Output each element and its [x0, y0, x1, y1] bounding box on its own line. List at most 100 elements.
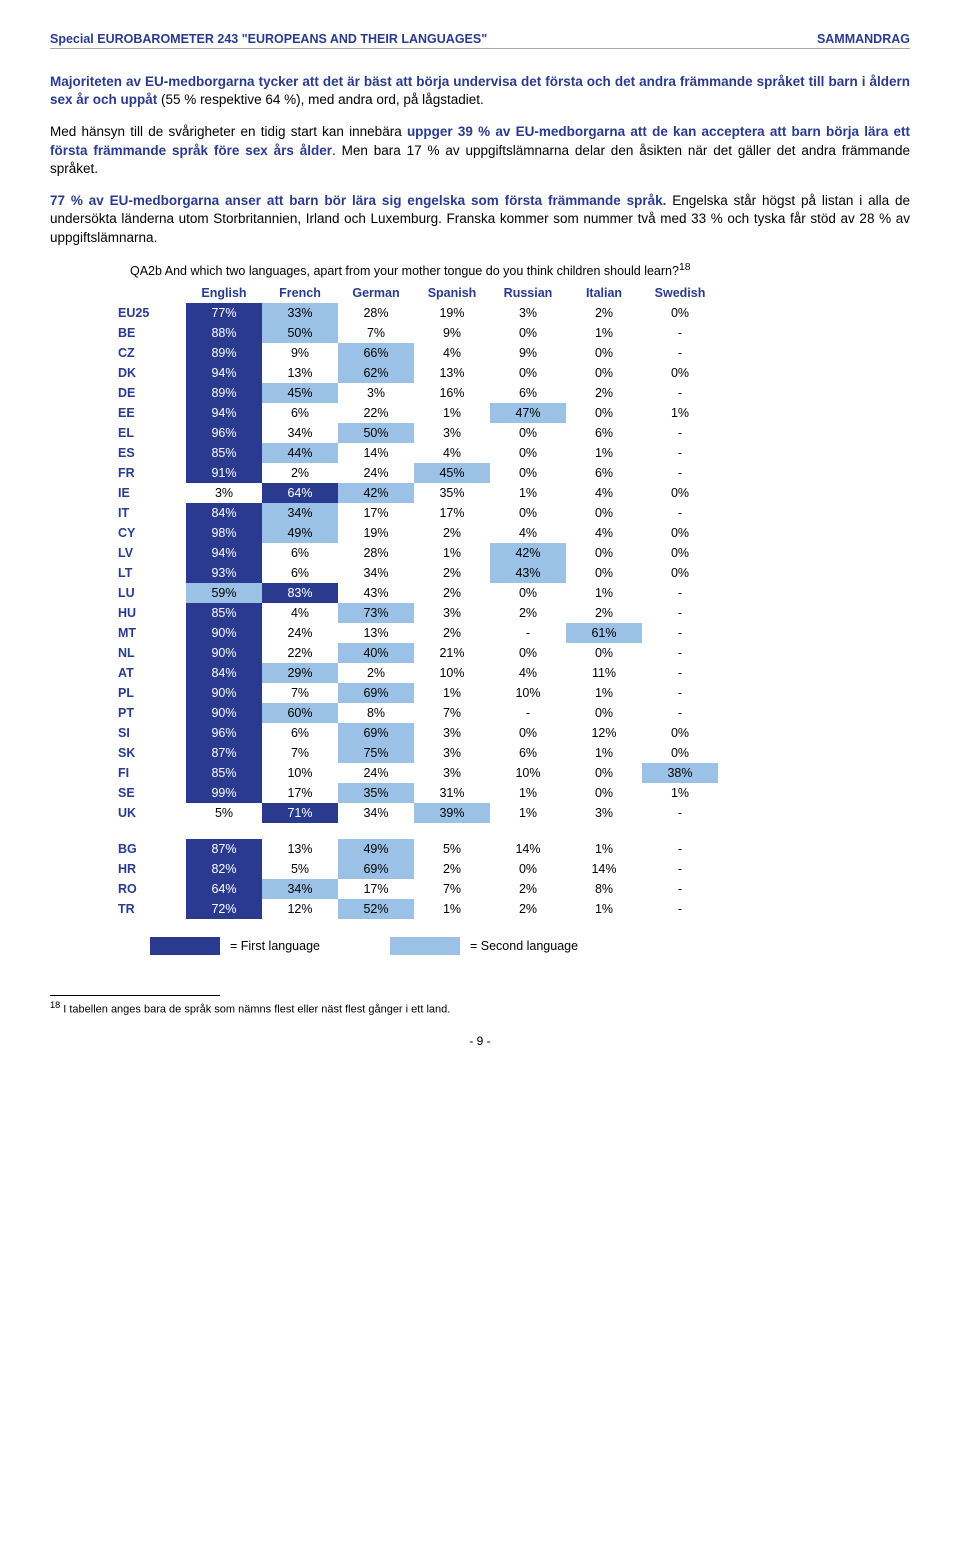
data-cell: 0%	[566, 643, 642, 663]
table-row: CZ89%9%66%4%9%0%-	[110, 343, 718, 363]
data-cell: 9%	[262, 343, 338, 363]
row-label: AT	[110, 663, 186, 683]
data-cell: 5%	[262, 859, 338, 879]
table-row: ES85%44%14%4%0%1%-	[110, 443, 718, 463]
data-cell: -	[642, 803, 718, 823]
row-label: SK	[110, 743, 186, 763]
data-cell: 6%	[262, 723, 338, 743]
data-cell: -	[642, 839, 718, 859]
data-cell: 12%	[262, 899, 338, 919]
data-cell: 42%	[490, 543, 566, 563]
table-body-main: EU2577%33%28%19%3%2%0%BE88%50%7%9%0%1%-C…	[110, 303, 718, 823]
data-cell: 96%	[186, 423, 262, 443]
table-row: LT93%6%34%2%43%0%0%	[110, 563, 718, 583]
data-cell: 2%	[566, 383, 642, 403]
row-label: IE	[110, 483, 186, 503]
data-cell: -	[642, 323, 718, 343]
data-cell: 0%	[642, 743, 718, 763]
row-label: FI	[110, 763, 186, 783]
data-cell: 1%	[566, 743, 642, 763]
legend-swatch-first	[150, 937, 220, 955]
data-cell: 4%	[414, 343, 490, 363]
row-label: UK	[110, 803, 186, 823]
data-cell: 1%	[566, 683, 642, 703]
data-cell: -	[490, 623, 566, 643]
data-cell: 6%	[490, 743, 566, 763]
data-cell: 1%	[566, 443, 642, 463]
data-cell: 1%	[566, 583, 642, 603]
data-cell: 2%	[338, 663, 414, 683]
data-cell: 7%	[338, 323, 414, 343]
data-cell: 2%	[566, 303, 642, 323]
row-label: LV	[110, 543, 186, 563]
data-cell: 16%	[414, 383, 490, 403]
col-header: French	[262, 283, 338, 303]
row-label: EL	[110, 423, 186, 443]
data-cell: 22%	[262, 643, 338, 663]
data-cell: 89%	[186, 343, 262, 363]
data-cell: 49%	[262, 523, 338, 543]
data-cell: 13%	[414, 363, 490, 383]
data-cell: 1%	[566, 839, 642, 859]
data-cell: 28%	[338, 303, 414, 323]
table-row: CY98%49%19%2%4%4%0%	[110, 523, 718, 543]
data-cell: 2%	[490, 899, 566, 919]
table-intro-sup: 18	[679, 262, 691, 273]
data-cell: 10%	[414, 663, 490, 683]
data-cell: 72%	[186, 899, 262, 919]
data-cell: 5%	[414, 839, 490, 859]
data-cell: 69%	[338, 723, 414, 743]
data-cell: 0%	[490, 859, 566, 879]
data-cell: 2%	[414, 523, 490, 543]
row-label: SE	[110, 783, 186, 803]
data-cell: 2%	[414, 859, 490, 879]
data-cell: 4%	[566, 483, 642, 503]
data-cell: 3%	[490, 303, 566, 323]
row-label: TR	[110, 899, 186, 919]
data-cell: 96%	[186, 723, 262, 743]
table-row: HU85%4%73%3%2%2%-	[110, 603, 718, 623]
data-cell: 6%	[262, 543, 338, 563]
data-cell: 84%	[186, 503, 262, 523]
data-cell: 52%	[338, 899, 414, 919]
data-cell: 1%	[414, 683, 490, 703]
data-cell: 0%	[490, 643, 566, 663]
data-cell: 0%	[490, 503, 566, 523]
row-label: CZ	[110, 343, 186, 363]
data-cell: 1%	[490, 803, 566, 823]
data-cell: 5%	[186, 803, 262, 823]
data-cell: 43%	[490, 563, 566, 583]
row-label: SI	[110, 723, 186, 743]
language-table: EnglishFrenchGermanSpanishRussianItalian…	[110, 283, 718, 919]
data-cell: 19%	[414, 303, 490, 323]
data-cell: 87%	[186, 839, 262, 859]
data-cell: 90%	[186, 643, 262, 663]
table-row: PL90%7%69%1%10%1%-	[110, 683, 718, 703]
data-cell: 13%	[262, 839, 338, 859]
data-cell: 75%	[338, 743, 414, 763]
table-row: BG87%13%49%5%14%1%-	[110, 839, 718, 859]
data-cell: 90%	[186, 623, 262, 643]
data-cell: 3%	[566, 803, 642, 823]
data-cell: 34%	[262, 879, 338, 899]
row-label: PL	[110, 683, 186, 703]
data-cell: 87%	[186, 743, 262, 763]
data-cell: 84%	[186, 663, 262, 683]
data-cell: 89%	[186, 383, 262, 403]
data-cell: 17%	[338, 503, 414, 523]
data-cell: 7%	[262, 683, 338, 703]
data-cell: 39%	[414, 803, 490, 823]
footnote: 18 I tabellen anges bara de språk som nä…	[50, 1000, 910, 1016]
data-cell: 38%	[642, 763, 718, 783]
data-cell: 1%	[414, 543, 490, 563]
table-row: TR72%12%52%1%2%1%-	[110, 899, 718, 919]
data-cell: 6%	[566, 423, 642, 443]
data-cell: 83%	[262, 583, 338, 603]
data-cell: 0%	[566, 763, 642, 783]
row-label: IT	[110, 503, 186, 523]
data-cell: 1%	[566, 899, 642, 919]
data-cell: 14%	[566, 859, 642, 879]
header-right: SAMMANDRAG	[817, 32, 910, 46]
table-row: EL96%34%50%3%0%6%-	[110, 423, 718, 443]
table-intro-text: QA2b And which two languages, apart from…	[130, 264, 679, 278]
